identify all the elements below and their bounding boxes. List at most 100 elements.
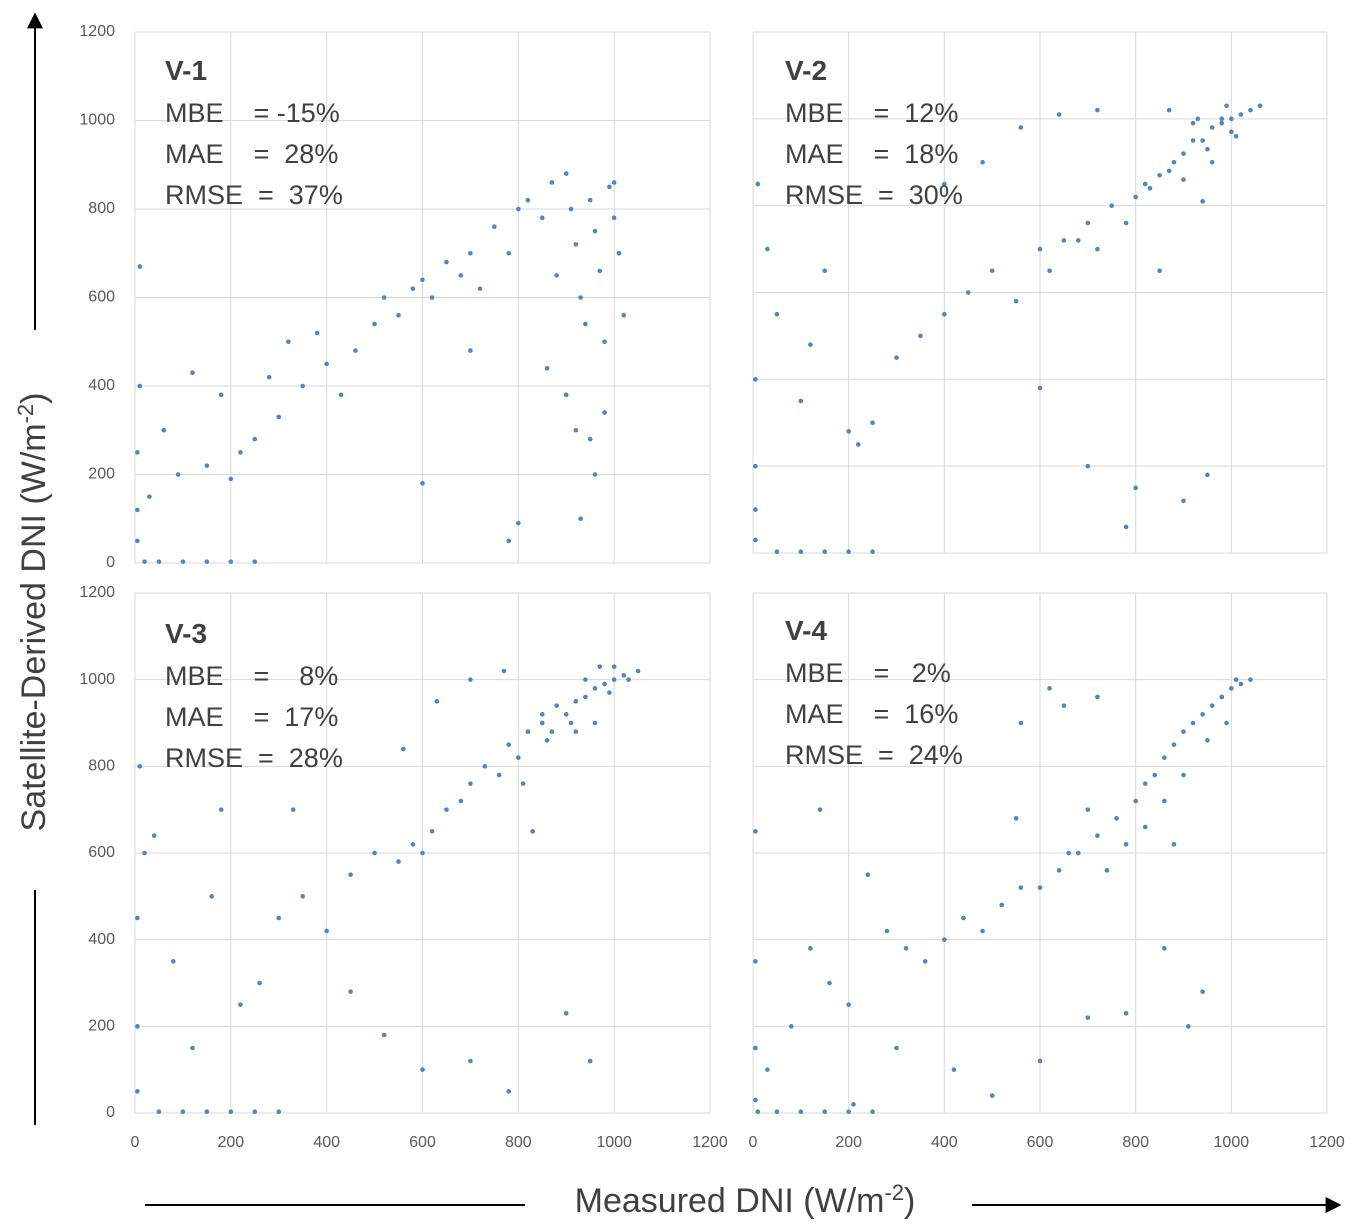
- point: [492, 224, 497, 229]
- point: [1205, 472, 1210, 478]
- point: [774, 311, 780, 317]
- y-tick-label: 1200: [79, 23, 115, 40]
- point: [1238, 681, 1244, 687]
- point: [209, 894, 214, 899]
- stat-annotation: RMSE = 28%: [165, 743, 343, 773]
- point: [846, 429, 851, 434]
- point: [549, 180, 555, 185]
- point: [808, 342, 813, 347]
- point: [218, 807, 224, 812]
- point: [1209, 703, 1215, 708]
- point: [190, 370, 195, 376]
- point: [1219, 694, 1225, 700]
- point: [1056, 868, 1062, 873]
- point: [1056, 112, 1062, 117]
- point: [1233, 677, 1239, 682]
- point: [1157, 172, 1162, 178]
- point: [468, 677, 473, 682]
- point: [616, 250, 622, 256]
- x-tick-label: 600: [409, 1134, 436, 1151]
- point: [1181, 772, 1186, 778]
- point: [161, 427, 167, 433]
- point: [1047, 268, 1052, 274]
- point: [587, 197, 593, 203]
- point: [1171, 742, 1177, 747]
- point: [1209, 159, 1215, 165]
- point: [501, 668, 507, 674]
- point: [1142, 181, 1148, 187]
- point: [429, 829, 435, 834]
- point: [135, 538, 140, 544]
- point: [496, 772, 502, 778]
- point: [1133, 485, 1138, 491]
- point: [135, 450, 140, 455]
- point: [204, 1109, 210, 1114]
- x-tick-label: 400: [931, 1134, 958, 1151]
- point: [180, 1109, 186, 1114]
- point: [135, 1024, 140, 1029]
- point: [942, 311, 947, 317]
- point: [798, 398, 804, 404]
- point: [1013, 816, 1019, 821]
- point: [965, 290, 971, 295]
- x-tick-label: 0: [749, 1134, 758, 1151]
- point: [175, 472, 181, 477]
- point: [989, 1093, 995, 1098]
- point: [204, 559, 210, 564]
- point: [1190, 120, 1196, 126]
- point: [135, 507, 140, 513]
- y-tick-label: 1000: [79, 112, 115, 129]
- point: [1205, 738, 1210, 743]
- point: [602, 681, 607, 687]
- x-tick-label: 1200: [692, 1134, 728, 1151]
- point: [846, 1109, 851, 1114]
- point: [1142, 781, 1148, 786]
- point: [151, 833, 157, 838]
- x-title-end: ): [904, 1182, 915, 1220]
- point: [1095, 246, 1100, 252]
- point: [846, 549, 851, 554]
- point: [1238, 112, 1244, 117]
- point: [602, 339, 607, 345]
- point: [276, 1109, 282, 1114]
- point: [753, 829, 758, 834]
- point: [506, 250, 512, 256]
- point: [410, 286, 416, 291]
- point: [477, 286, 483, 291]
- point: [1075, 850, 1081, 856]
- point: [592, 686, 598, 691]
- point: [458, 798, 464, 804]
- point: [420, 850, 425, 856]
- point: [353, 348, 358, 353]
- point: [1047, 686, 1052, 691]
- point: [607, 184, 612, 190]
- point: [1224, 103, 1229, 109]
- x-tick-label: 1200: [1309, 1134, 1345, 1151]
- point: [1133, 194, 1138, 200]
- point: [1166, 107, 1172, 113]
- point: [635, 668, 641, 674]
- y-tick-label: 1000: [79, 671, 115, 688]
- point: [1190, 720, 1196, 726]
- point: [1219, 120, 1225, 126]
- panel: 0 200 400 600 800 1000 1200 V-4 MBE = 2% MAE = 16…: [749, 592, 1345, 1151]
- point: [922, 959, 928, 964]
- point: [1181, 498, 1186, 504]
- y-tick-label: 200: [88, 466, 115, 483]
- point: [1162, 946, 1167, 951]
- point: [539, 215, 545, 221]
- y-tick-label: 0: [106, 554, 115, 571]
- point: [190, 1045, 195, 1051]
- point: [827, 980, 832, 986]
- x-tick-label: 200: [217, 1134, 244, 1151]
- stat-annotation: MBE = 12%: [785, 98, 958, 128]
- panel-title: V-2: [785, 55, 827, 86]
- point: [1095, 833, 1100, 838]
- point: [516, 520, 521, 526]
- point: [324, 928, 329, 934]
- point: [1114, 816, 1119, 821]
- stat-annotation: RMSE = 37%: [165, 180, 343, 210]
- point: [314, 330, 320, 336]
